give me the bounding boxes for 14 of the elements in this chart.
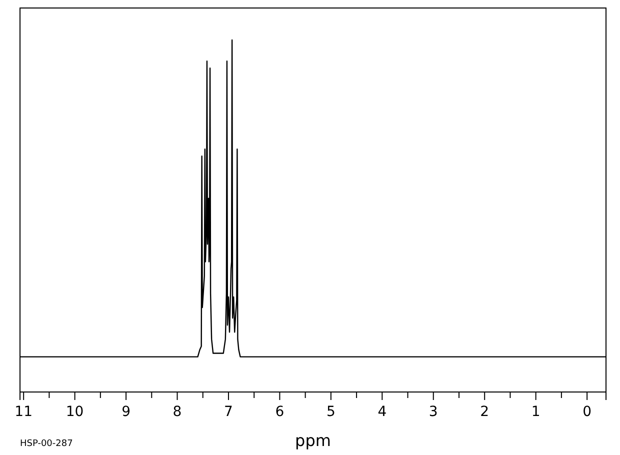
x-tick-label: 6 [275,404,284,420]
x-tick-label: 10 [66,404,84,420]
x-tick-label: 2 [480,404,490,420]
x-tick-label: 11 [14,404,32,420]
x-tick-label: 4 [378,404,387,420]
text: HSP-00-287 [20,439,73,449]
x-tick-label: 1 [531,404,540,420]
x-tick-label: 5 [326,404,336,420]
x-tick-label: 7 [224,404,233,420]
x-axis-title: ppm [295,431,331,450]
x-tick-label: 0 [582,404,592,420]
x-tick-label: 9 [122,404,130,420]
x-tick-label: 8 [172,404,182,420]
x-tick-label: 3 [428,404,438,420]
